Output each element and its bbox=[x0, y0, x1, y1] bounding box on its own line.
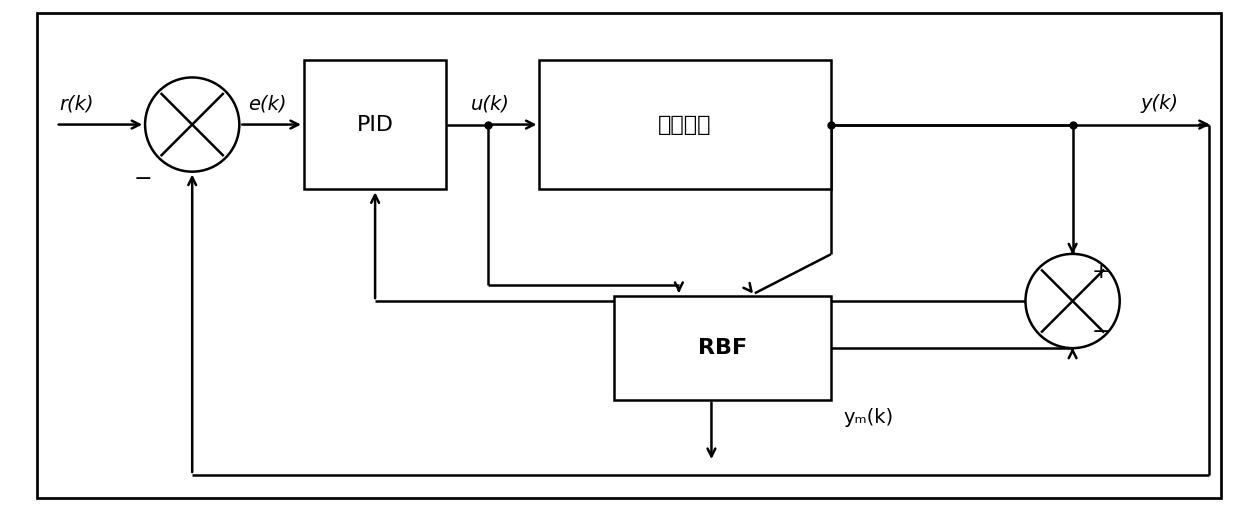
Text: u(k): u(k) bbox=[471, 94, 510, 113]
Text: −: − bbox=[134, 169, 153, 189]
Text: −: − bbox=[1091, 322, 1110, 342]
Ellipse shape bbox=[145, 77, 239, 172]
Bar bbox=[539, 60, 831, 189]
Text: yₘ(k): yₘ(k) bbox=[843, 408, 893, 427]
Text: PID: PID bbox=[357, 115, 393, 134]
Bar bbox=[304, 60, 446, 189]
Text: +: + bbox=[1091, 263, 1110, 282]
Text: e(k): e(k) bbox=[248, 94, 286, 113]
Ellipse shape bbox=[1025, 254, 1120, 348]
Text: RBF: RBF bbox=[698, 338, 746, 358]
Text: r(k): r(k) bbox=[60, 94, 94, 113]
Bar bbox=[614, 296, 831, 400]
Text: y(k): y(k) bbox=[1141, 94, 1179, 113]
Text: 被控对象: 被控对象 bbox=[658, 115, 712, 134]
